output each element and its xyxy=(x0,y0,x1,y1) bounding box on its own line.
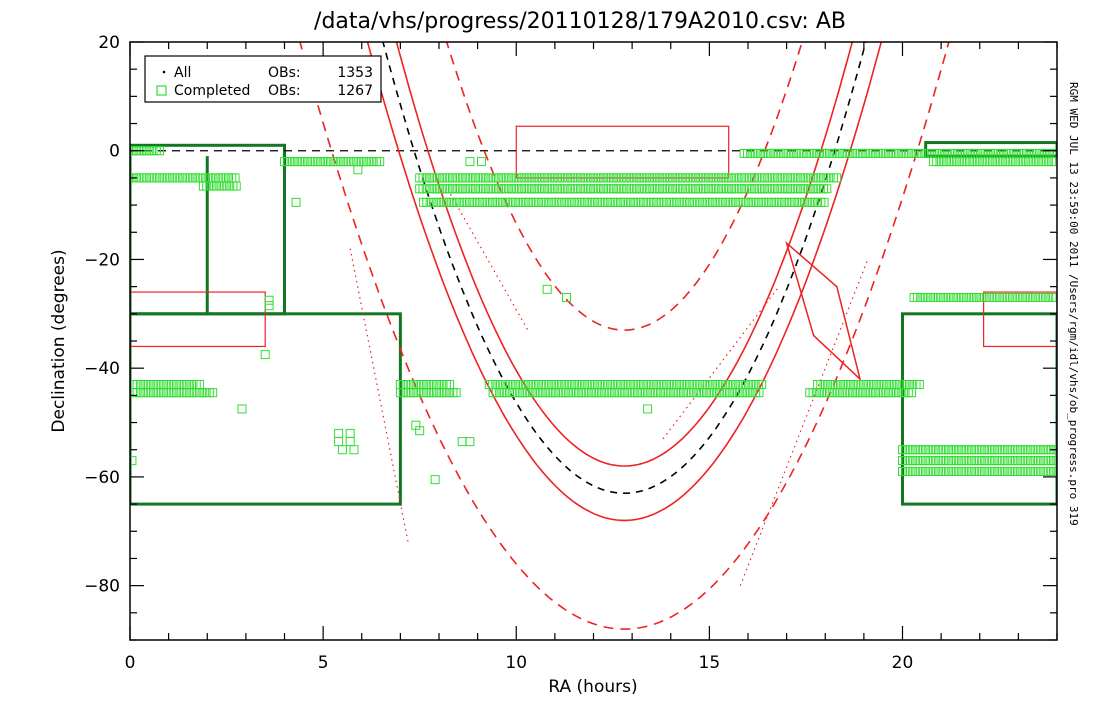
completed-ob-marker xyxy=(155,146,165,156)
ob-band-6 xyxy=(415,173,842,183)
dotted-line-2 xyxy=(662,286,780,440)
footprint-rect-2 xyxy=(901,312,1057,506)
legend-all-label: All xyxy=(174,65,191,81)
y-tick-label: −80 xyxy=(84,577,120,597)
red-rect-0 xyxy=(515,125,730,179)
ob-band-7 xyxy=(415,184,832,194)
ob-band-11 xyxy=(130,388,218,398)
ob-band-1 xyxy=(280,157,385,167)
completed-ob-point-16 xyxy=(465,437,475,447)
completed-ob-point-19 xyxy=(561,293,571,303)
x-axis-label: RA (hours) xyxy=(548,677,637,697)
completed-ob-marker xyxy=(822,184,832,194)
legend-all-count: 1353 xyxy=(337,65,373,81)
red-solid-curve-0 xyxy=(395,42,854,467)
legend-completed-label: Completed xyxy=(174,83,250,99)
completed-ob-point-22 xyxy=(476,157,486,167)
red-rect-1 xyxy=(130,291,266,348)
red-solid-curve-1 xyxy=(366,42,883,522)
completed-ob-marker xyxy=(208,388,218,398)
completed-ob-point-15 xyxy=(457,437,467,447)
ob-band-19 xyxy=(898,456,1057,466)
ob-band-10 xyxy=(130,379,205,389)
plot-area xyxy=(130,42,1057,630)
x-tick-label: 20 xyxy=(892,653,914,673)
ob-band-3 xyxy=(198,181,241,191)
completed-ob-marker xyxy=(832,173,842,183)
completed-ob-marker xyxy=(375,157,385,167)
legend-completed-marker xyxy=(156,85,167,96)
completed-ob-point-20 xyxy=(643,404,653,414)
ob-band-17 xyxy=(805,388,917,398)
legend-completed-obs-label: OBs: xyxy=(268,83,301,99)
completed-ob-point-18 xyxy=(542,284,552,294)
completed-ob-marker xyxy=(1050,157,1057,167)
completed-ob-point-4 xyxy=(264,301,274,311)
legend-box xyxy=(144,55,382,103)
completed-ob-point-8 xyxy=(334,437,344,447)
ob-band-8 xyxy=(419,197,829,207)
completed-ob-marker xyxy=(1050,293,1057,303)
plot-frame xyxy=(129,41,1058,641)
ob-band-13 xyxy=(395,388,461,398)
completed-ob-point-3 xyxy=(264,295,274,305)
completed-ob-point-9 xyxy=(337,445,347,455)
legend-all-obs-label: OBs: xyxy=(268,65,301,81)
completed-ob-point-14 xyxy=(415,426,425,436)
side-label: RGM WED JUL 13 23:59:00 2011 /Users/rgm/… xyxy=(1067,82,1080,526)
x-tick-label: 5 xyxy=(318,653,329,673)
ob-band-2 xyxy=(130,173,240,183)
completed-ob-point-7 xyxy=(334,428,344,438)
completed-ob-point-6 xyxy=(353,165,363,175)
legend: All OBs: 1353 Completed OBs: 1267 xyxy=(144,55,382,103)
completed-ob-marker xyxy=(754,388,764,398)
red-dashed-outer-curve xyxy=(299,42,950,630)
dotted-line-0 xyxy=(349,248,409,543)
completed-ob-point-17 xyxy=(430,475,440,485)
chart-title: /data/vhs/progress/20110128/179A2010.csv… xyxy=(314,9,846,34)
ob-band-5 xyxy=(928,157,1057,167)
completed-ob-point-5 xyxy=(291,197,301,207)
y-tick-label: 20 xyxy=(98,33,120,53)
axis-ticks: 0 5 10 15 20 −80 −60 −40 −20 0 20 xyxy=(84,33,1058,673)
completed-ob-point-21 xyxy=(465,157,475,167)
completed-ob-point-0 xyxy=(130,456,137,466)
y-tick-label: −60 xyxy=(84,468,120,488)
completed-ob-marker xyxy=(907,388,917,398)
completed-ob-point-1 xyxy=(237,404,247,414)
completed-ob-marker xyxy=(451,388,461,398)
dotted-line-3 xyxy=(739,259,869,586)
ob-band-20 xyxy=(898,466,1057,476)
x-tick-label: 10 xyxy=(505,653,527,673)
legend-completed-count: 1267 xyxy=(337,83,373,99)
y-tick-label: 0 xyxy=(109,142,120,162)
ob-band-12 xyxy=(395,379,455,389)
galactic-plane-box xyxy=(785,240,862,382)
dotted-line-1 xyxy=(450,193,529,331)
completed-ob-marker xyxy=(819,197,829,207)
red-dashed-inner-curve xyxy=(445,42,803,331)
x-tick-label: 0 xyxy=(125,653,136,673)
y-tick-label: −40 xyxy=(84,359,120,379)
completed-ob-point-2 xyxy=(260,350,270,360)
ob-band-18 xyxy=(898,445,1057,455)
y-axis-label: Declination (degrees) xyxy=(49,249,69,432)
y-tick-label: −20 xyxy=(84,250,120,270)
legend-all-marker xyxy=(162,70,166,74)
completed-ob-point-11 xyxy=(345,437,355,447)
completed-ob-marker xyxy=(914,379,924,389)
x-tick-label: 15 xyxy=(699,653,721,673)
black-dashed-curve xyxy=(382,42,867,495)
completed-ob-point-12 xyxy=(349,445,359,455)
ob-band-16 xyxy=(813,379,924,389)
completed-ob-marker xyxy=(231,181,241,191)
completed-ob-point-10 xyxy=(345,428,355,438)
ob-band-9 xyxy=(909,293,1057,303)
ob-band-15 xyxy=(488,388,764,398)
